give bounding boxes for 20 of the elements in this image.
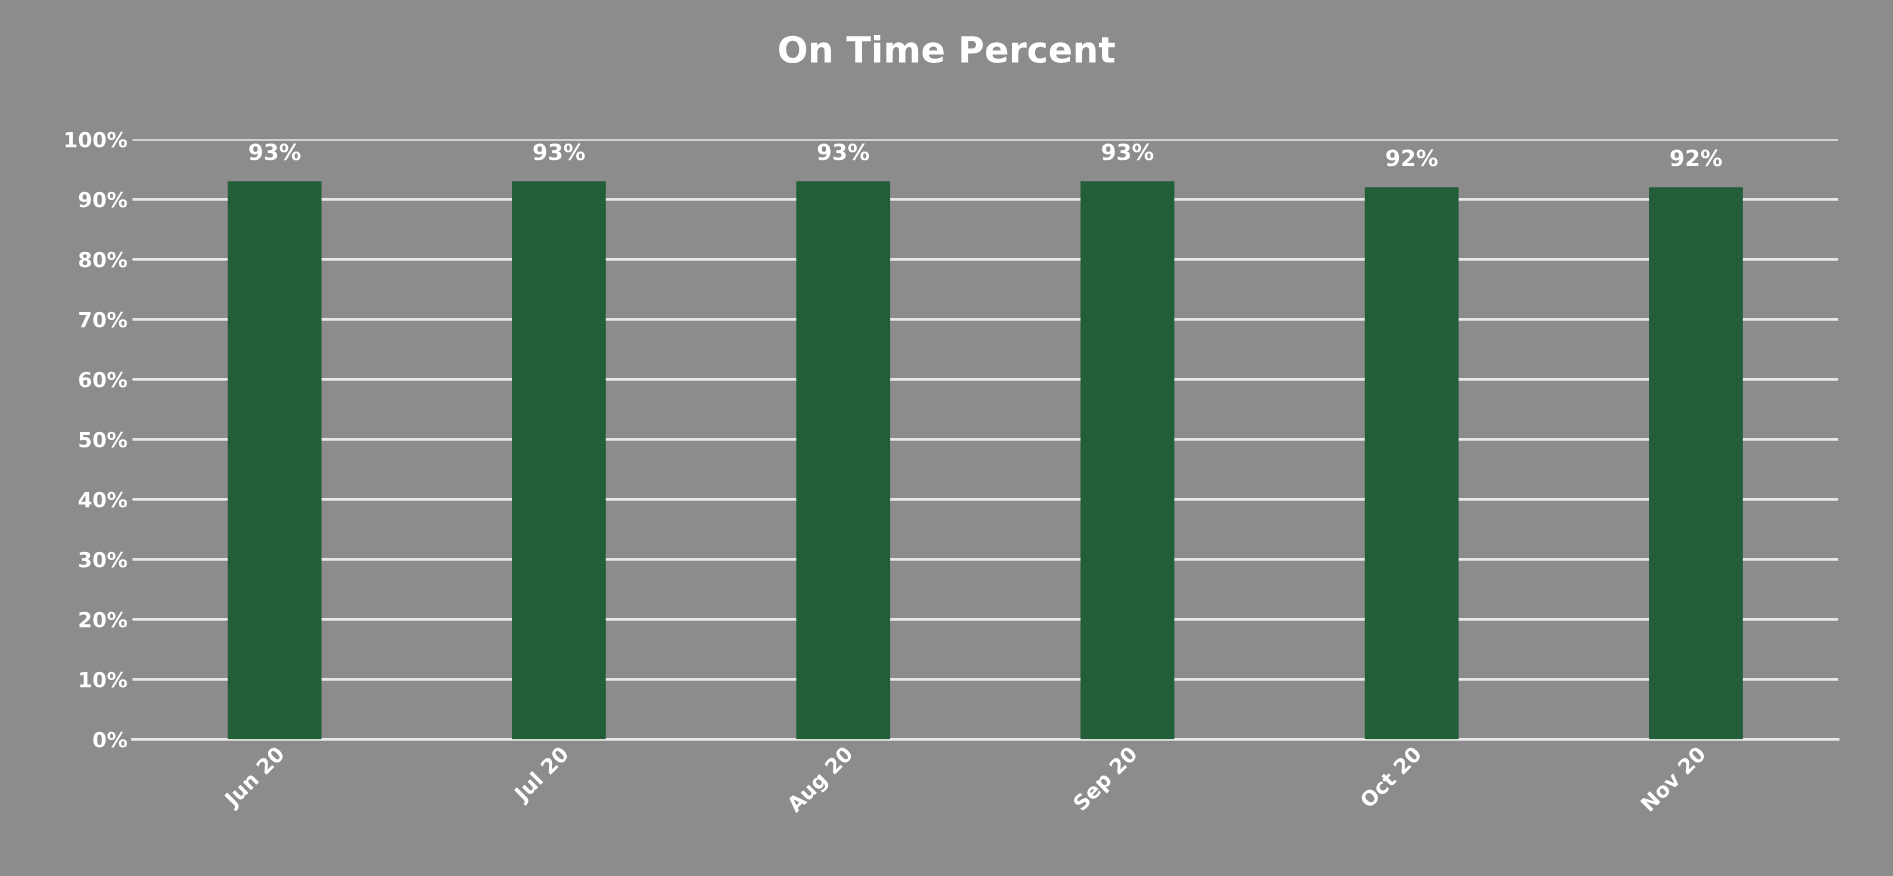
data-label: 93% <box>1101 143 1154 161</box>
y-tick-label: 10% <box>80 671 127 688</box>
y-tick-label: 100% <box>65 131 127 148</box>
y-tick-label: 60% <box>79 371 127 388</box>
y-tick-label: 50% <box>79 431 127 448</box>
y-tick-label: 40% <box>78 491 127 508</box>
data-label: 93% <box>533 143 585 161</box>
y-tick-label: 90% <box>78 191 127 208</box>
data-label: 93% <box>249 143 301 161</box>
y-tick-label: 70% <box>79 311 127 328</box>
y-tick-label: 80% <box>79 251 127 268</box>
x-tick-label: Jul 20 <box>511 744 573 806</box>
chart-title: On Time Percent <box>779 35 1115 64</box>
data-label: 92% <box>1386 149 1438 167</box>
x-tick-label: Oct 20 <box>1358 745 1423 809</box>
data-label: 93% <box>817 143 870 161</box>
data-label: 92% <box>1670 149 1722 167</box>
y-tick-label: 30% <box>79 551 127 568</box>
y-tick-label: 20% <box>79 611 127 628</box>
y-tick-label: 0% <box>93 731 127 748</box>
